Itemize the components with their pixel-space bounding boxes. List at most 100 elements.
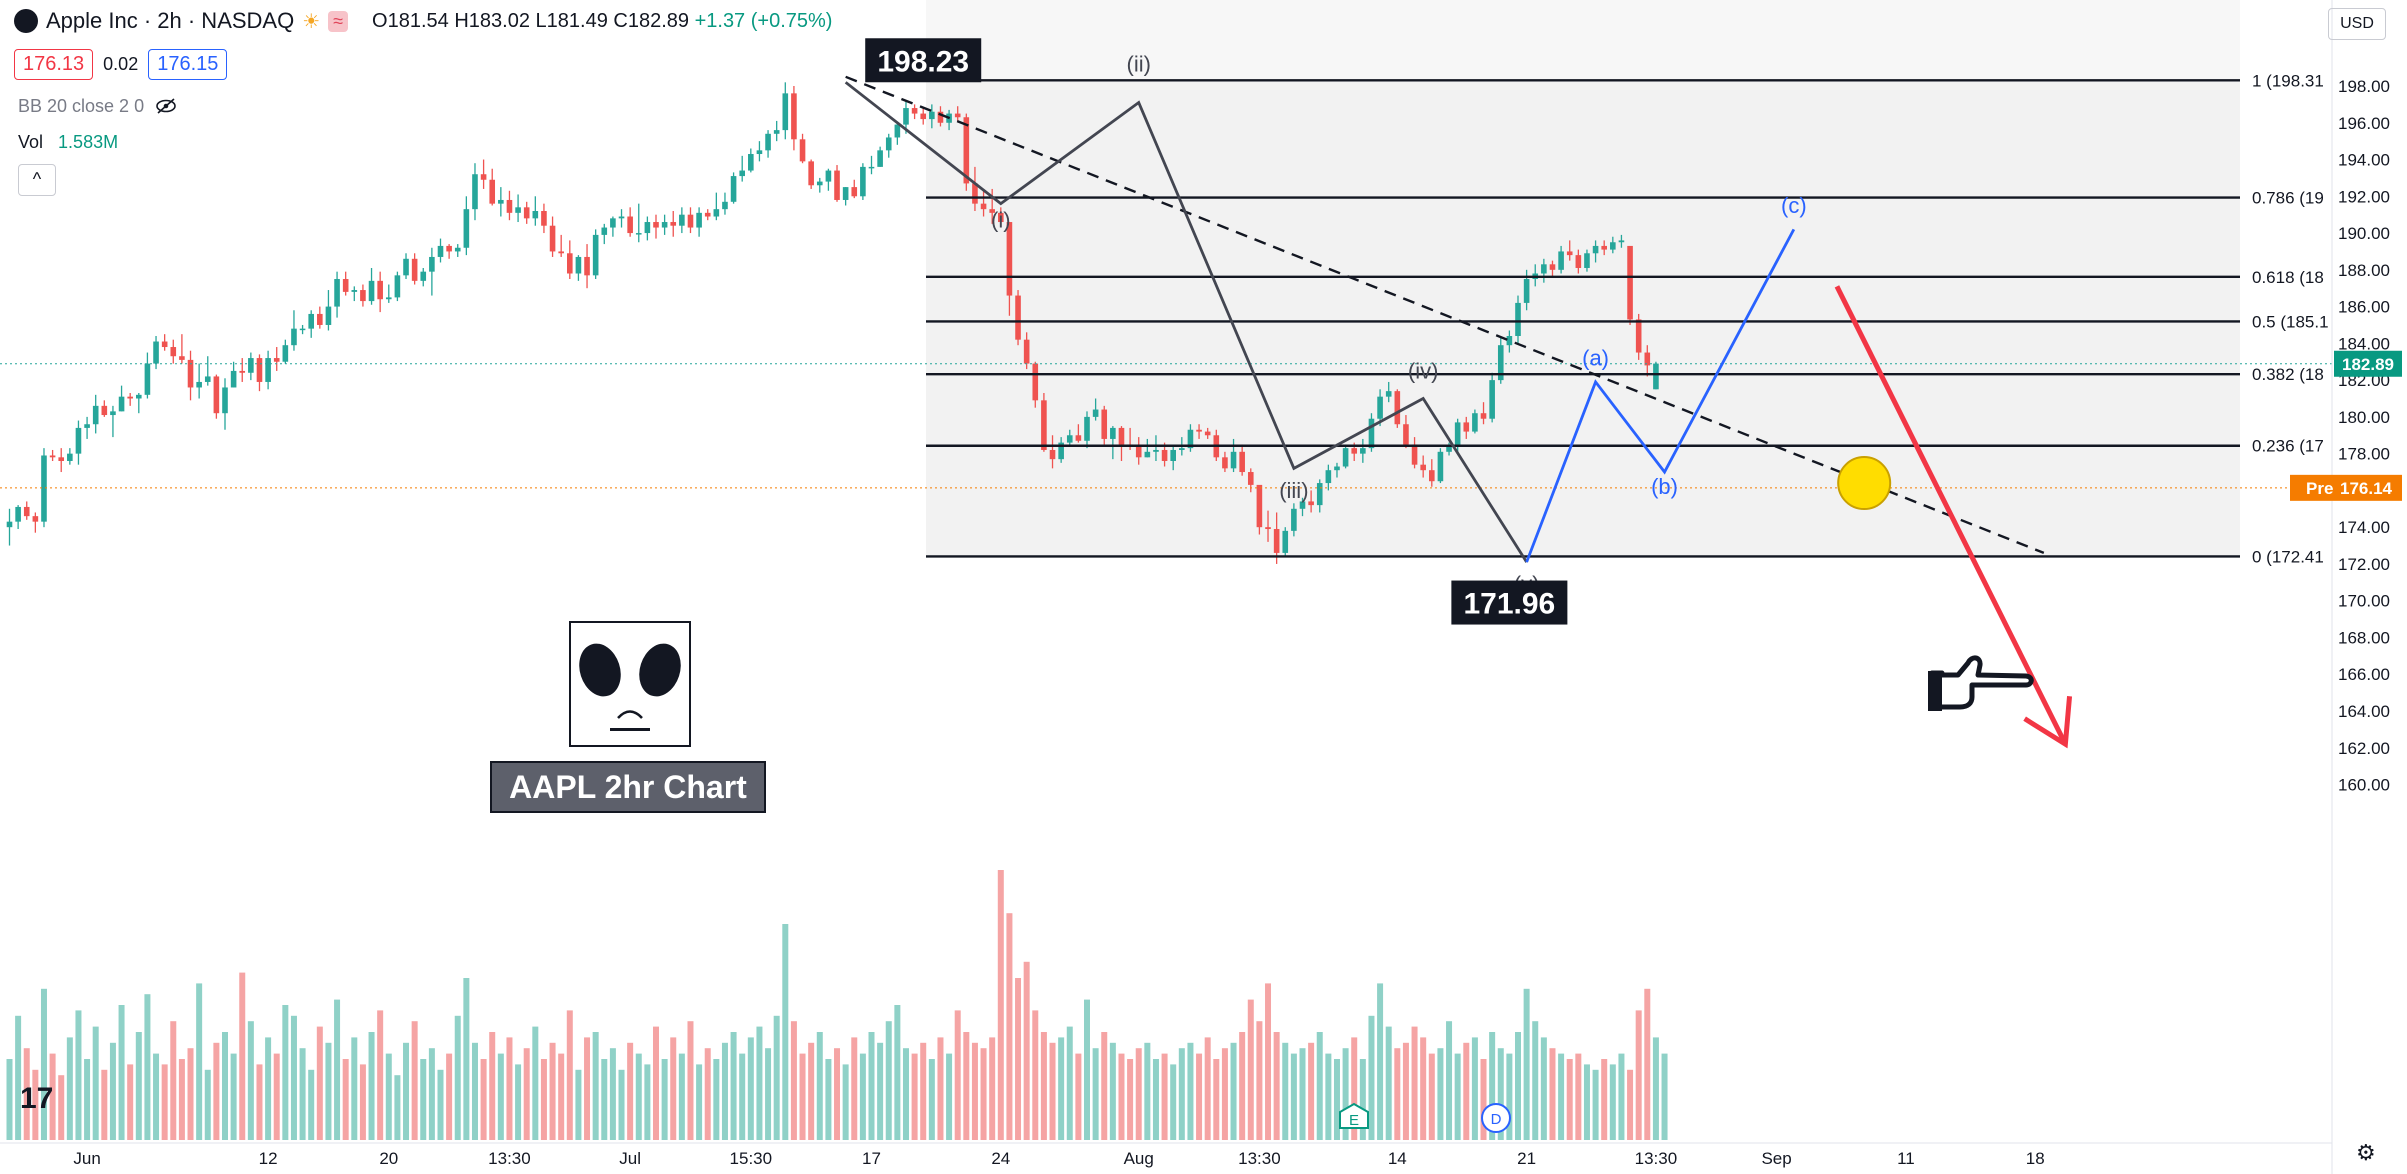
volume-bar [1325,1053,1332,1140]
volume-bar [239,972,246,1140]
drawings[interactable]: (i)(ii)(iii)(iv)(v)(a)(b)(c)198.23171.96… [490,38,2073,1133]
volume-bar [1101,1032,1108,1140]
bid-ask-row: 176.13 0.02 176.15 [14,49,228,80]
candle-body [291,328,297,346]
volume-bar [428,1048,435,1140]
impulse-wave[interactable] [844,81,1528,563]
volume-bar [1549,1048,1556,1140]
symbol-header[interactable]: Apple Inc · 2h · NASDAQ ☀ ≈ O181.54 H183… [14,8,832,34]
candle-body [1575,255,1582,268]
last-price-label: 182.89 [2342,355,2394,374]
volume-bar [1463,1042,1470,1140]
wave-label: (a) [1582,345,1609,370]
time-tick-label: 17 [862,1149,881,1168]
volume-bar [58,1075,65,1140]
candle-body [704,212,711,217]
wave-label: (b) [1651,474,1678,499]
candle-body [1351,448,1358,454]
time-tick-label: Aug [1124,1149,1154,1168]
candle-body [308,313,314,329]
volume-bar [282,1005,289,1140]
price-tick-label: 198.00 [2338,77,2390,96]
candle-body [1515,302,1521,336]
corrective-wave[interactable] [1525,228,1796,563]
volume-bar [454,1015,461,1140]
volume-bar [678,1053,685,1140]
eye-off-icon[interactable] [155,98,177,114]
volume-bar [1282,1042,1289,1140]
volume-bar [1489,1032,1496,1140]
volume-bar [963,1032,970,1140]
symbol-title[interactable]: Apple Inc · 2h · NASDAQ [46,8,295,33]
candle-body [920,113,927,120]
volume-bar [411,1021,418,1140]
last-price-badge[interactable] [2334,350,2402,377]
volume-bar [532,1026,539,1140]
chevron-up-icon[interactable]: ^ [18,164,56,196]
price-axis[interactable]: 160.00 162.00 164.00 166.00 168.00 170.00 172.… [2290,0,2407,1174]
volume-bar [170,1021,177,1140]
bid-button[interactable]: 176.13 [14,49,94,80]
candle-body [1584,253,1590,268]
candle-body [756,150,763,155]
candle-body [558,251,564,254]
candle-body [998,212,1004,223]
chart-title-box[interactable]: AAPL 2hr Chart [490,761,766,813]
earnings-marker[interactable]: E [1339,1102,1369,1129]
bb-indicator[interactable]: BB 20 close 2 0 [18,96,177,117]
time-tick-label: Sep [1761,1149,1791,1168]
volume-bar [859,1053,866,1140]
time-axis[interactable]: Jun 12 20 13:30 Jul 15:30 17 24 Aug 13:30 14 21 13:3… [0,1142,2332,1168]
volume-bar [747,1037,754,1140]
wave-label: (iv) [1408,358,1439,383]
wave-label: (ii) [1127,51,1151,76]
candle-body [1222,457,1228,469]
highlight-circle[interactable] [1837,456,1892,511]
dividend-marker[interactable]: D [1481,1103,1511,1133]
price-callout[interactable] [865,38,982,83]
volume-bar [1239,1032,1246,1140]
volume-bar [506,1037,513,1140]
candle-body [351,290,358,292]
candle-body [1049,449,1056,460]
premarket-badge[interactable] [2290,474,2402,501]
volume-bar [1299,1048,1306,1140]
candle-body [84,424,90,428]
volume-bar [32,1069,39,1140]
volume-bar [782,924,789,1140]
volume-bar [204,1069,211,1140]
ask-button[interactable]: 176.15 [148,49,228,80]
tilde-icon[interactable]: ≈ [328,10,349,32]
candle-body [584,256,590,276]
tradingview-logo[interactable]: 17 [20,1082,54,1115]
candle-body [748,154,754,171]
premarket-price: 176.14 [2340,479,2393,498]
apple-icon [14,9,38,33]
candle-body [1325,470,1332,484]
volume-bar [704,1048,711,1140]
dashed-trendline[interactable] [845,75,2045,555]
vol-value: 1.583M [58,132,119,152]
projection-arrow[interactable] [1834,285,2068,746]
volume-bar [15,1015,22,1140]
volume-bar [1178,1048,1185,1140]
candle-body [1394,391,1401,425]
candle-body [1454,422,1461,447]
candle-body [687,214,694,228]
wave-label: (c) [1781,193,1807,218]
candle-body [429,256,435,272]
candle-body [1342,448,1349,467]
candle-body [377,280,383,300]
volume-bar [1540,1037,1547,1140]
candle-body [1006,222,1013,296]
candle-body [6,521,13,528]
candle-body [885,137,892,151]
time-tick-label: Jul [619,1149,641,1168]
volume-indicator[interactable]: Vol 1.583M [18,132,118,153]
price-callout[interactable] [1451,580,1568,625]
fibonacci-levels[interactable]: 1 (198.31 0.786 (19 0.618 (18 0.5 (185.1 0.3… [926,71,2329,566]
currency-selector[interactable]: USD [2328,8,2386,40]
settings-icon[interactable]: ⚙ [2356,1140,2376,1165]
volume-bar [265,1037,272,1140]
